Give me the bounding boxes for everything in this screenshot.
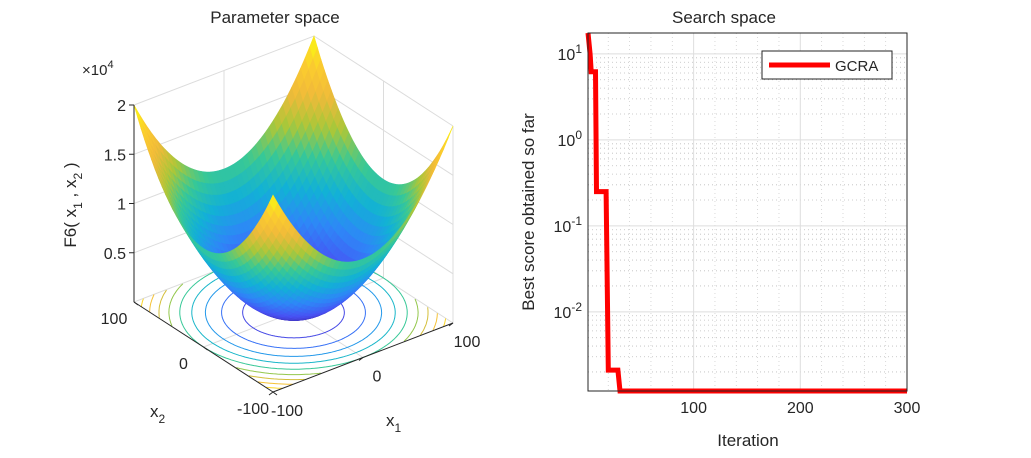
contour-line [433, 313, 437, 330]
surface-title: Parameter space [210, 8, 339, 27]
x1-tick-label: 100 [454, 334, 481, 351]
x-tick-label: 300 [894, 400, 921, 417]
y-tick-label: 10-2 [554, 300, 583, 322]
z-axis-label: F6( x1 , x2 ) [61, 162, 85, 247]
y-tick-label: 10-1 [554, 214, 583, 236]
z-tick-label: 1.5 [104, 147, 126, 164]
contour-line [421, 307, 429, 335]
convergence-plot: Search space 101 100 10-1 10-2 100 200 300 GCR… [519, 8, 920, 450]
plot-area-border [588, 33, 907, 391]
y-axis-label: Best score obtained so far [519, 113, 538, 311]
x2-axis-label: x2 [150, 402, 166, 426]
surface-plot: Parameter space 0.5 1 1.5 2 -100-100 0 0 100 100… [61, 8, 480, 435]
z-tick-label: 2 [117, 98, 126, 115]
x-tick-label: 100 [680, 400, 707, 417]
x2-tick-label: 0 [179, 356, 188, 373]
y-tick-label: 100 [558, 128, 583, 150]
contour-line [266, 387, 282, 388]
x2-tick-label: 100 [101, 311, 128, 328]
contour-line [444, 319, 446, 327]
convergence-title: Search space [672, 8, 776, 27]
surface-patch [134, 105, 142, 125]
x1-tick-label: -100 [271, 403, 303, 420]
contour-line [141, 299, 143, 307]
x2-tick [134, 302, 138, 305]
z-tick-label: 1 [117, 197, 126, 214]
x1-axis-label: x1 [386, 411, 402, 435]
z-tick-label: 0.5 [104, 246, 126, 263]
x2-tick [273, 392, 277, 395]
x1-tick-label: 0 [373, 369, 382, 386]
legend[interactable]: GCRA [762, 51, 892, 79]
grid [588, 33, 907, 391]
x2-tick-label: -100 [237, 401, 269, 418]
x1-tick [269, 392, 273, 395]
y-tick-label: 101 [558, 42, 583, 64]
z-exponent-label: ×104 [82, 59, 114, 79]
contour-line [150, 295, 154, 312]
contour-line [249, 376, 305, 380]
contour-line [258, 382, 293, 384]
contour-line [159, 290, 167, 318]
legend-label-gcra: GCRA [835, 58, 878, 75]
series-line-gcra [588, 33, 907, 391]
surface-mesh [134, 36, 453, 321]
x-tick-label: 200 [787, 400, 814, 417]
x-axis-label: Iteration [717, 431, 778, 450]
